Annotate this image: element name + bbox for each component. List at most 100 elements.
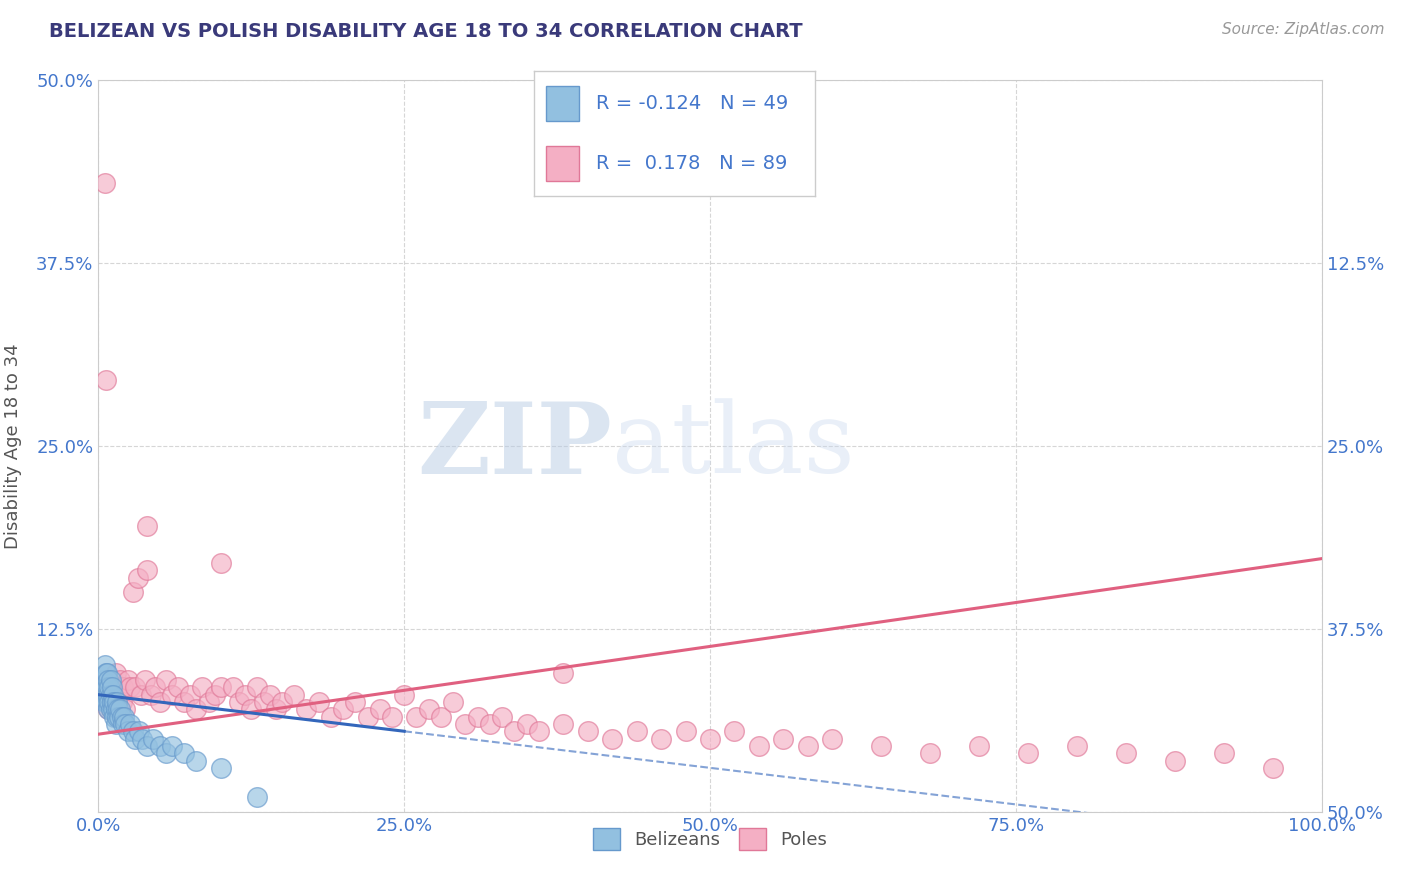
Point (155, 673, 177, 687)
Point (209, 556, 232, 570)
Point (97, 702, 120, 716)
Point (114, 702, 136, 716)
Point (748, 739, 770, 753)
Point (441, 695, 464, 709)
Point (723, 724, 745, 739)
Point (600, 731, 623, 746)
Point (117, 724, 139, 739)
Point (100, 702, 122, 716)
Point (1164, 754, 1187, 768)
Point (129, 688, 152, 702)
Point (120, 681, 142, 695)
Point (259, 688, 281, 702)
Point (772, 731, 794, 746)
Point (173, 695, 195, 709)
Point (246, 790, 269, 805)
Point (283, 688, 305, 702)
Point (454, 717, 477, 731)
Point (381, 709, 404, 723)
Point (117, 673, 139, 687)
Point (699, 731, 721, 746)
Point (204, 688, 226, 702)
Point (368, 702, 391, 716)
Point (104, 717, 127, 731)
Point (319, 709, 342, 723)
Point (100, 688, 122, 702)
Point (356, 709, 378, 723)
Point (576, 724, 599, 739)
Point (295, 702, 318, 716)
Point (650, 731, 672, 746)
Point (491, 709, 513, 723)
Point (222, 681, 245, 695)
Point (344, 695, 367, 709)
Point (111, 695, 134, 709)
Point (870, 739, 893, 753)
Point (94, 373, 117, 387)
Text: BELIZEAN VS POLISH DISABILITY AGE 18 TO 34 CORRELATION CHART: BELIZEAN VS POLISH DISABILITY AGE 18 TO … (49, 22, 803, 41)
Point (124, 681, 146, 695)
Point (108, 709, 131, 723)
Point (107, 702, 129, 716)
Text: ZIP: ZIP (418, 398, 612, 494)
Point (1066, 739, 1088, 753)
Point (149, 695, 172, 709)
Point (270, 695, 294, 709)
Point (124, 731, 146, 746)
Point (136, 563, 159, 577)
Point (98, 695, 121, 709)
Point (104, 702, 127, 716)
Point (121, 724, 143, 739)
Point (209, 681, 232, 695)
Point (103, 695, 125, 709)
Point (209, 761, 232, 775)
Point (478, 717, 501, 731)
Point (103, 688, 125, 702)
Point (240, 702, 263, 716)
Point (1115, 746, 1137, 760)
Point (108, 688, 131, 702)
Point (143, 681, 166, 695)
Point (191, 681, 214, 695)
Point (127, 571, 149, 585)
Point (821, 731, 844, 746)
Point (111, 709, 134, 723)
FancyBboxPatch shape (546, 146, 579, 181)
Point (94, 688, 117, 702)
Point (503, 724, 526, 739)
Point (97, 702, 120, 716)
Point (515, 717, 537, 731)
Point (101, 688, 124, 702)
Legend: Belizeans, Poles: Belizeans, Poles (586, 821, 834, 857)
Point (392, 688, 416, 702)
Point (101, 681, 124, 695)
Point (553, 717, 575, 731)
Point (252, 695, 274, 709)
Point (418, 702, 440, 716)
Point (197, 695, 219, 709)
Point (120, 717, 142, 731)
Point (104, 665, 127, 680)
Point (101, 695, 124, 709)
Point (233, 688, 256, 702)
Point (103, 709, 125, 723)
Point (1261, 761, 1284, 775)
Point (114, 717, 136, 731)
Y-axis label: Disability Age 18 to 34: Disability Age 18 to 34 (4, 343, 22, 549)
Point (264, 702, 287, 716)
Point (797, 739, 820, 753)
Point (93, 658, 115, 673)
Point (96, 681, 118, 695)
Point (1212, 746, 1234, 760)
Point (173, 746, 195, 760)
Point (93, 695, 115, 709)
Point (112, 709, 135, 723)
Point (160, 688, 183, 702)
Point (430, 709, 453, 723)
Point (136, 739, 159, 753)
Point (967, 739, 990, 753)
Point (110, 702, 132, 716)
Point (91, 673, 114, 687)
Point (527, 724, 550, 739)
Point (179, 688, 201, 702)
